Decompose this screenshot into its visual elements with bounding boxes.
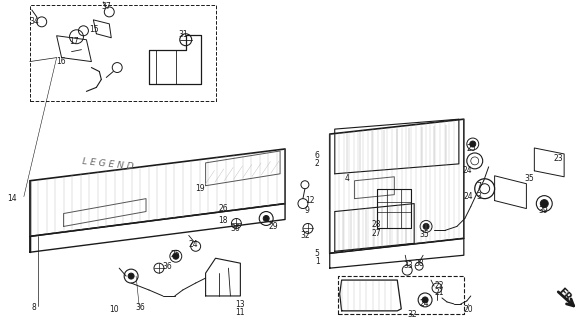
Text: 36: 36 — [163, 262, 173, 271]
Text: 21: 21 — [434, 289, 444, 298]
Text: 9: 9 — [305, 206, 310, 215]
Text: 12: 12 — [305, 196, 315, 205]
Circle shape — [540, 200, 548, 208]
Text: 6: 6 — [315, 151, 320, 160]
Text: 15: 15 — [89, 25, 99, 34]
Text: 23: 23 — [553, 155, 563, 164]
Text: 14: 14 — [7, 194, 16, 203]
Text: 39: 39 — [538, 206, 548, 215]
Text: 22: 22 — [434, 281, 444, 290]
Text: 37: 37 — [102, 3, 111, 12]
Text: 36: 36 — [135, 303, 145, 312]
Circle shape — [128, 273, 134, 279]
Text: 16: 16 — [56, 57, 66, 66]
Text: 25: 25 — [171, 250, 180, 259]
Text: 18: 18 — [218, 216, 228, 225]
Text: 26: 26 — [218, 204, 228, 213]
Text: 20: 20 — [464, 305, 474, 314]
Text: 36: 36 — [231, 224, 240, 233]
Text: 32: 32 — [300, 231, 309, 240]
Text: 24: 24 — [189, 240, 198, 249]
Text: 29: 29 — [268, 222, 278, 231]
Text: 10: 10 — [109, 305, 119, 314]
Text: 35: 35 — [524, 174, 534, 183]
Text: 19: 19 — [195, 184, 205, 193]
Text: 35: 35 — [419, 230, 429, 239]
Text: 2: 2 — [315, 159, 319, 168]
Text: 5: 5 — [315, 249, 320, 258]
Text: L E G E N D: L E G E N D — [82, 157, 134, 171]
Text: 34: 34 — [30, 17, 39, 26]
Text: 25: 25 — [467, 144, 477, 154]
Text: 8: 8 — [32, 303, 36, 312]
Text: 33: 33 — [403, 261, 413, 270]
Text: 24: 24 — [464, 192, 474, 201]
Text: 38: 38 — [414, 259, 424, 268]
Circle shape — [422, 297, 428, 303]
Circle shape — [470, 141, 475, 147]
Text: 17: 17 — [69, 37, 79, 46]
Text: 7: 7 — [477, 182, 481, 191]
Text: 32: 32 — [407, 310, 417, 319]
Text: 28: 28 — [372, 220, 381, 229]
Text: 3: 3 — [477, 192, 481, 201]
Circle shape — [263, 215, 269, 221]
Circle shape — [173, 253, 179, 259]
Text: 24: 24 — [419, 300, 429, 308]
Text: 4: 4 — [345, 174, 349, 183]
Text: 31: 31 — [179, 30, 188, 39]
Text: 13: 13 — [235, 300, 245, 309]
Text: 11: 11 — [235, 308, 245, 317]
Circle shape — [423, 223, 429, 229]
Text: FR.: FR. — [555, 286, 575, 306]
Text: 24: 24 — [463, 166, 473, 175]
Text: 27: 27 — [372, 229, 381, 238]
Text: 1: 1 — [315, 257, 319, 266]
